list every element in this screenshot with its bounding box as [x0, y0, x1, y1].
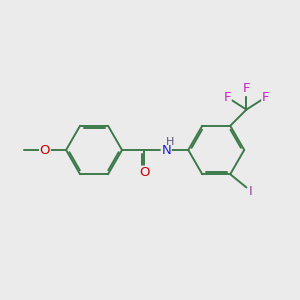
Text: F: F [243, 82, 250, 95]
Text: O: O [40, 143, 50, 157]
Text: I: I [249, 185, 253, 198]
Text: H: H [166, 137, 174, 147]
Text: O: O [139, 166, 149, 179]
Text: F: F [224, 91, 231, 104]
Text: F: F [262, 91, 269, 104]
Text: N: N [161, 143, 171, 157]
